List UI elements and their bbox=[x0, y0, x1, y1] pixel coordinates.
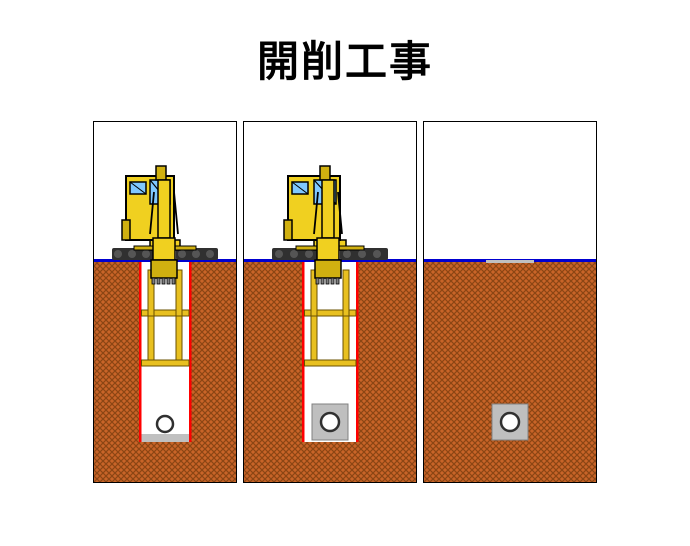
panel-stage-2 bbox=[243, 121, 417, 483]
panel-row bbox=[0, 121, 690, 483]
page-title: 開削工事 bbox=[0, 28, 690, 89]
diagram-stage-1 bbox=[94, 122, 236, 482]
diagram-stage-2 bbox=[244, 122, 416, 482]
diagram-stage-3 bbox=[424, 122, 596, 482]
panel-stage-3 bbox=[423, 121, 597, 483]
panel-stage-1 bbox=[93, 121, 237, 483]
